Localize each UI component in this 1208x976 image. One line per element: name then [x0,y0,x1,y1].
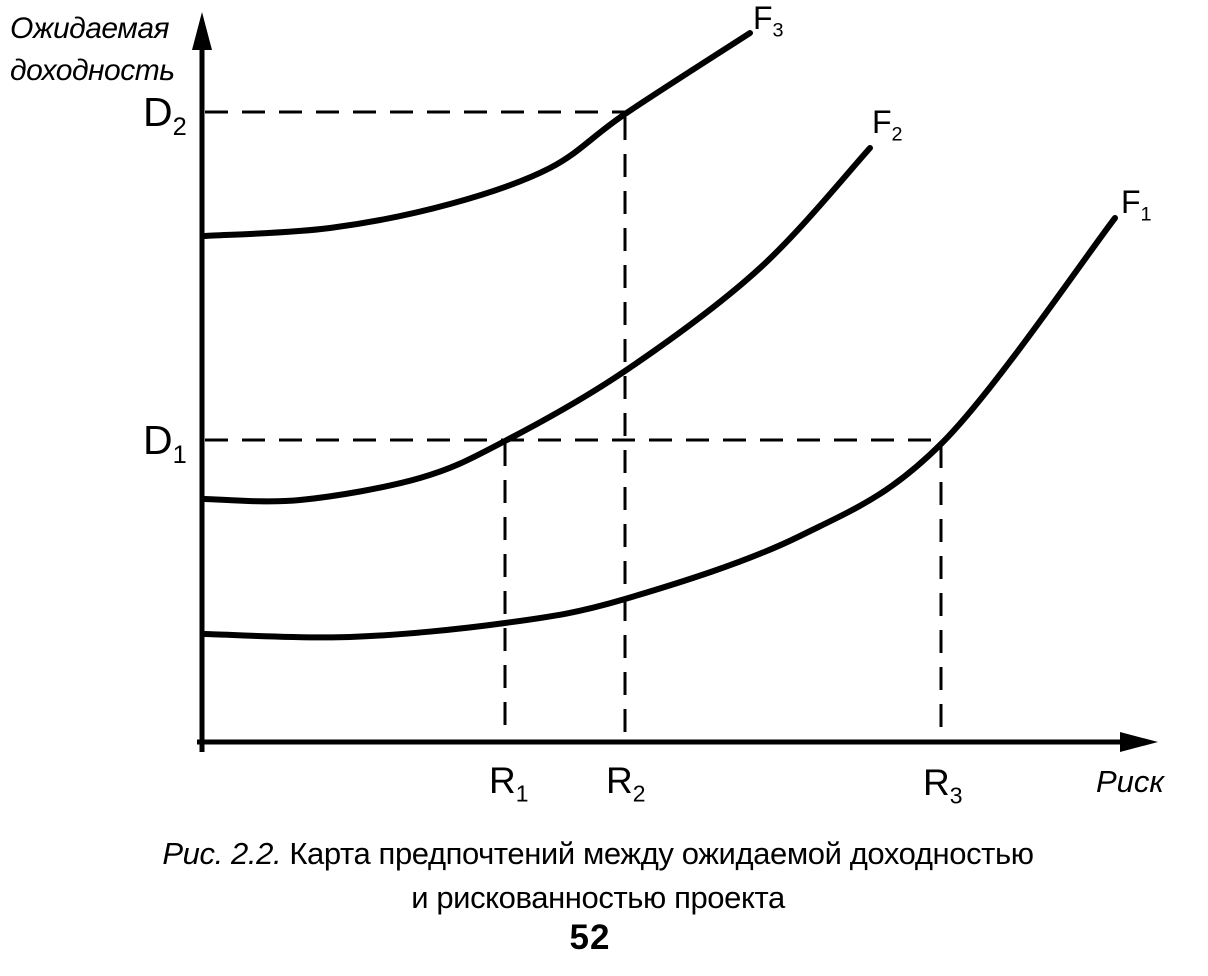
label-d2: D2 [143,89,187,142]
label-r2: R2 [606,760,646,807]
figure-caption-line1: Рис. 2.2. Карта предпочтений между ожида… [0,832,1196,876]
curve-F1 [202,215,1118,641]
label-f3: F3 [753,0,784,42]
label-r1: R1 [489,760,529,807]
y-axis-label-line2: доходность [10,54,175,87]
page-number: 52 [569,918,611,957]
label-r3: R3 [923,762,963,809]
x-axis-arrowhead [1120,732,1158,752]
curve-F3 [202,30,753,239]
preference-map-svg [192,12,1158,752]
label-f1: F1 [1121,184,1152,226]
label-f2: F2 [872,104,903,146]
y-axis-arrowhead [192,12,212,50]
x-axis-label: Риск [1096,764,1165,799]
label-d1: D1 [143,417,187,470]
figure-caption: Рис. 2.2. Карта предпочтений между ожида… [0,832,1196,920]
figure-caption-line2: и рискованностью проекта [411,880,785,915]
y-axis-label-line1: Ожидаемая [10,12,170,45]
curve-F2 [202,145,873,505]
figure-caption-text: Карта предпочтений между ожидаемой доход… [289,836,1034,871]
y-axis-label: Ожидаемая доходность [10,8,175,92]
figure-number: Рис. 2.2. [162,836,282,871]
